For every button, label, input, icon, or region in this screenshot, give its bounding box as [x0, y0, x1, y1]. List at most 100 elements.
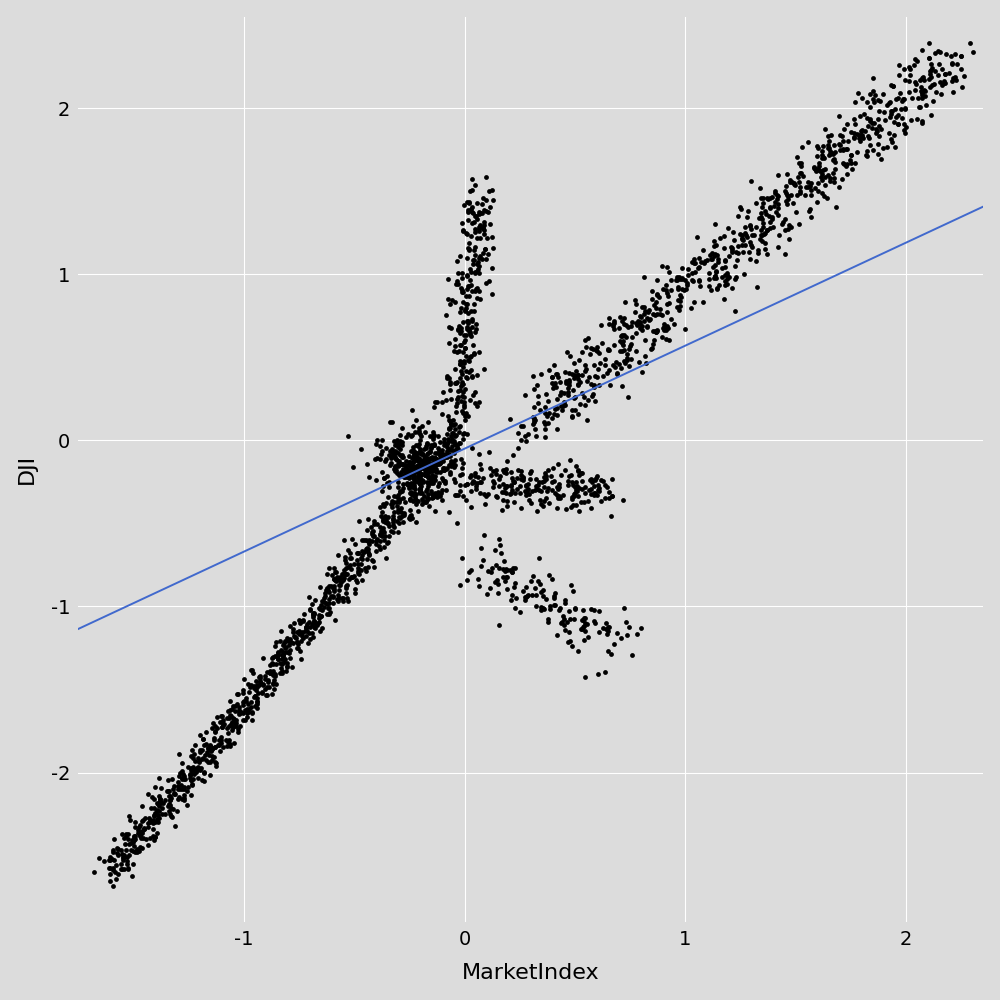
Point: [730, 238, 746, 254]
Point: [400, 462, 416, 478]
Point: [821, 133, 837, 149]
Point: [161, 796, 177, 812]
Point: [591, 624, 607, 640]
Point: [220, 725, 236, 741]
Point: [285, 635, 301, 651]
Point: [528, 471, 544, 487]
Point: [452, 577, 468, 593]
Point: [358, 532, 374, 548]
Point: [226, 711, 242, 727]
Point: [461, 288, 477, 304]
Point: [750, 245, 766, 261]
Point: [811, 162, 827, 178]
Point: [418, 438, 434, 454]
Point: [420, 459, 436, 475]
Point: [335, 593, 351, 609]
Point: [277, 633, 293, 649]
Point: [522, 465, 538, 481]
Point: [460, 212, 476, 228]
Point: [566, 355, 582, 371]
Point: [204, 720, 220, 736]
Point: [375, 513, 391, 529]
Point: [601, 310, 617, 326]
Point: [442, 413, 458, 429]
Point: [151, 798, 167, 814]
Point: [405, 443, 421, 459]
Point: [328, 573, 344, 589]
Point: [203, 742, 219, 758]
Point: [786, 175, 802, 191]
Point: [412, 468, 428, 484]
X-axis label: MarketIndex: MarketIndex: [462, 963, 600, 983]
Point: [235, 682, 251, 698]
Point: [708, 237, 724, 253]
Point: [622, 338, 638, 354]
Point: [504, 587, 520, 603]
Point: [375, 520, 391, 536]
Point: [444, 455, 460, 471]
Point: [764, 209, 780, 225]
Point: [110, 847, 126, 863]
Point: [313, 597, 329, 613]
Point: [400, 464, 416, 480]
Point: [811, 158, 827, 174]
Point: [728, 269, 744, 285]
Point: [110, 841, 126, 857]
Point: [685, 273, 701, 289]
Point: [411, 423, 427, 439]
Point: [231, 699, 247, 715]
Point: [447, 452, 463, 468]
Point: [462, 324, 478, 340]
Point: [391, 502, 407, 518]
Point: [306, 605, 322, 621]
Point: [601, 316, 617, 332]
Point: [580, 392, 596, 408]
Point: [364, 533, 380, 549]
Point: [704, 245, 720, 261]
Point: [402, 485, 418, 501]
Point: [204, 748, 220, 764]
Point: [189, 760, 205, 776]
Point: [387, 443, 403, 459]
Point: [864, 120, 880, 136]
Point: [649, 287, 665, 303]
Point: [408, 486, 424, 502]
Point: [384, 493, 400, 509]
Point: [567, 600, 583, 616]
Point: [309, 617, 325, 633]
Point: [676, 282, 692, 298]
Point: [523, 495, 539, 511]
Point: [131, 819, 147, 835]
Point: [331, 582, 347, 598]
Point: [275, 646, 291, 662]
Point: [836, 156, 852, 172]
Point: [849, 144, 865, 160]
Point: [198, 752, 214, 768]
Point: [544, 571, 560, 587]
Point: [744, 239, 760, 255]
Point: [885, 78, 901, 94]
Point: [510, 440, 526, 456]
Point: [649, 306, 665, 322]
Point: [577, 479, 593, 495]
Point: [207, 739, 223, 755]
Point: [879, 97, 895, 113]
Point: [413, 457, 429, 473]
Point: [373, 526, 389, 542]
Point: [757, 203, 773, 219]
Point: [365, 528, 381, 544]
Point: [719, 267, 735, 283]
Point: [418, 449, 434, 465]
Point: [153, 780, 169, 796]
Point: [346, 568, 362, 584]
Point: [895, 91, 911, 107]
Point: [407, 424, 423, 440]
Point: [454, 374, 470, 390]
Point: [727, 303, 743, 319]
Point: [785, 195, 801, 211]
Point: [400, 457, 416, 473]
Point: [421, 498, 437, 514]
Point: [462, 326, 478, 342]
Point: [831, 136, 847, 152]
Point: [411, 467, 427, 483]
